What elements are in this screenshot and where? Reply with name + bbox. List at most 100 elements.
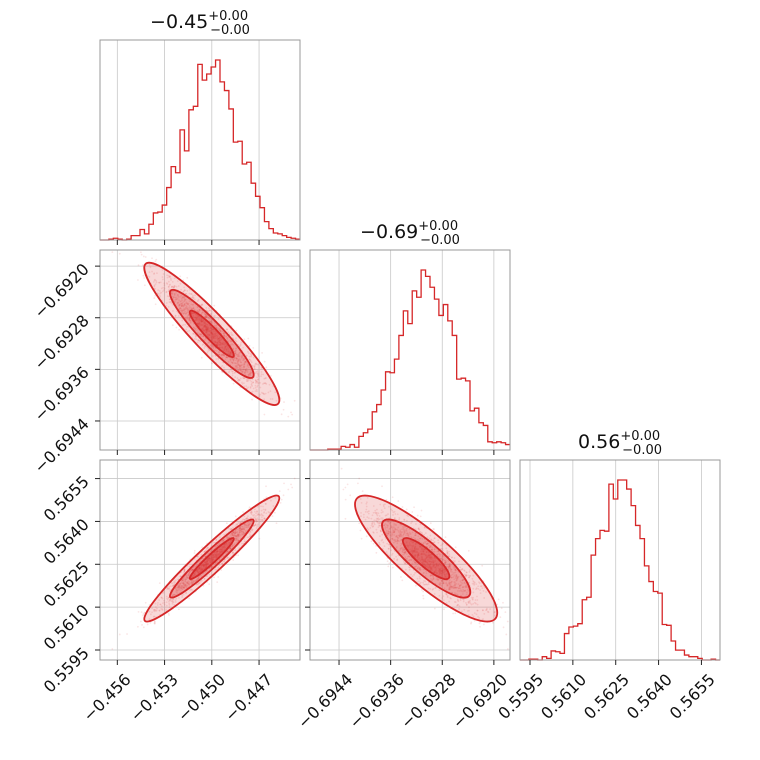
sample-point (160, 605, 163, 608)
sample-point (235, 357, 238, 360)
sample-point (186, 576, 189, 579)
sample-point (244, 368, 247, 371)
sample-point (231, 538, 233, 541)
sample-point (249, 373, 252, 376)
sample-point (199, 317, 202, 320)
sample-point (282, 494, 285, 497)
sample-point (204, 326, 207, 329)
title-minus: −0.00 (420, 233, 460, 248)
panel-2-1: −0.6944−0.6936−0.6928−0.6920 (294, 459, 511, 732)
sample-point (254, 386, 257, 389)
sample-point (188, 570, 191, 573)
sample-point (200, 566, 203, 569)
sample-point (272, 505, 275, 507)
sample-point (216, 342, 219, 344)
sample-point (249, 535, 252, 538)
sample-point (209, 332, 212, 335)
sample-point (146, 623, 149, 626)
sample-point (205, 564, 207, 567)
sample-point (361, 490, 364, 493)
sample-point (170, 600, 173, 603)
x-tick-label: −0.450 (174, 670, 229, 725)
sample-point (243, 525, 246, 528)
sample-point (231, 544, 234, 547)
sample-point (213, 341, 216, 344)
sample-point (153, 608, 156, 611)
sample-point (229, 351, 232, 354)
sample-point (230, 334, 233, 337)
sample-point (149, 621, 152, 624)
sample-point (259, 393, 261, 396)
sample-point (200, 356, 203, 359)
sample-point (204, 345, 207, 348)
sample-point (210, 557, 213, 560)
sample-point (207, 324, 209, 326)
sample-point (239, 344, 242, 347)
sample-point (215, 556, 218, 559)
sample-point (234, 537, 237, 540)
sample-point (217, 340, 220, 343)
sample-point (196, 578, 199, 581)
sample-point (442, 549, 445, 552)
sample-point (192, 306, 195, 309)
sample-point (172, 584, 175, 587)
sample-point (433, 537, 436, 540)
sample-point (246, 369, 249, 372)
sample-point (254, 524, 257, 526)
sample-point (225, 348, 228, 351)
sample-point (205, 329, 208, 332)
sample-point (180, 586, 182, 589)
sample-point (205, 307, 208, 309)
sample-point (433, 607, 436, 610)
sample-point (221, 551, 223, 553)
sample-point (213, 324, 216, 327)
y-tick-label: −0.6944 (30, 414, 93, 477)
sample-point (218, 536, 221, 538)
sample-point (264, 382, 267, 385)
sample-point (193, 298, 196, 301)
sample-point (208, 334, 211, 337)
sample-point (186, 330, 189, 333)
sample-point (254, 518, 257, 521)
sample-point (222, 332, 225, 335)
sample-point (191, 575, 193, 578)
sample-point (228, 353, 231, 356)
sample-point (171, 594, 174, 597)
sample-point (255, 380, 257, 383)
sample-point (433, 566, 436, 569)
sample-point (198, 581, 201, 584)
sample-point (182, 309, 185, 312)
sample-point (238, 533, 241, 535)
sample-point (223, 349, 226, 352)
sample-point (203, 564, 206, 566)
sample-point (230, 369, 232, 371)
sample-point (204, 561, 206, 564)
sample-point (192, 580, 195, 583)
sample-point (181, 596, 184, 599)
sample-point (189, 322, 192, 324)
sample-point (207, 316, 210, 318)
sample-point (189, 306, 192, 309)
sample-point (118, 252, 121, 255)
sample-point (243, 371, 246, 374)
sample-point (199, 568, 202, 571)
sample-point (202, 567, 205, 570)
sample-point (254, 384, 257, 387)
sample-point (260, 373, 263, 376)
sample-point (159, 603, 162, 606)
sample-point (243, 523, 245, 526)
sample-point (192, 581, 195, 583)
sample-point (229, 351, 232, 354)
sample-point (148, 276, 151, 278)
sample-point (221, 330, 224, 333)
sample-point (184, 583, 187, 586)
sample-point (247, 337, 250, 340)
sample-point (206, 558, 209, 561)
sample-point (174, 587, 177, 590)
sample-point (206, 328, 209, 331)
sample-point (202, 557, 205, 560)
sample-point (245, 524, 248, 527)
sample-point (209, 326, 212, 329)
sample-point (240, 361, 243, 364)
sample-point (264, 508, 267, 511)
